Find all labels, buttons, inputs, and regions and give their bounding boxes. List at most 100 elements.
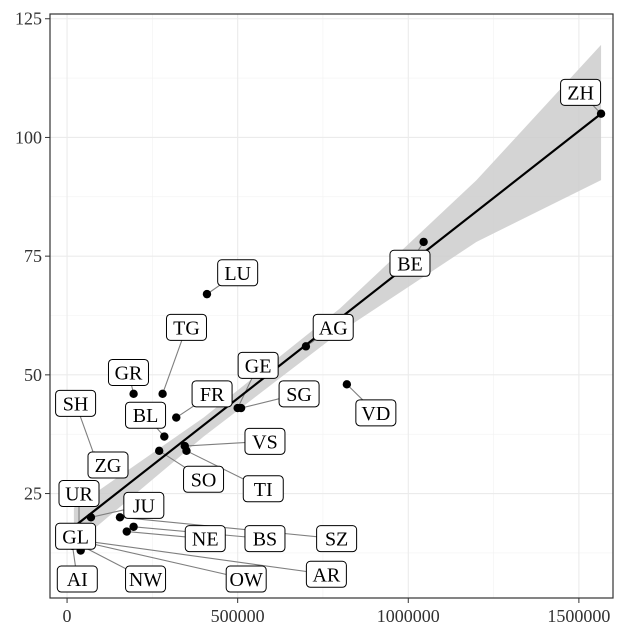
label-box <box>123 491 165 519</box>
y-tick-label: 100 <box>15 127 42 147</box>
label-box <box>305 560 347 588</box>
label-text: TI <box>254 479 273 501</box>
data-point-ju <box>86 513 96 522</box>
point-label-nw: NW <box>125 565 167 593</box>
label-box <box>87 451 129 479</box>
data-point-ne <box>122 527 131 536</box>
label-box <box>316 525 358 553</box>
label-box <box>355 399 397 427</box>
label-box <box>125 401 167 429</box>
leader-line-ow <box>79 540 247 580</box>
label-text: VS <box>252 431 278 453</box>
label-box <box>125 565 167 593</box>
label-text: VD <box>361 403 390 425</box>
y-tick-label: 50 <box>24 365 42 385</box>
point-label-ur: UR <box>58 480 100 508</box>
label-text: SO <box>191 469 217 491</box>
x-tick-label: 1000000 <box>377 606 440 626</box>
label-box <box>165 313 207 341</box>
label-text: LU <box>224 263 251 285</box>
data-point-fr <box>172 413 181 422</box>
label-text: TG <box>173 317 200 339</box>
point-label-zg: ZG <box>87 451 129 479</box>
label-text: NE <box>192 529 219 551</box>
label-text: FR <box>200 384 225 406</box>
data-point-bs <box>129 522 138 531</box>
label-box <box>183 465 225 493</box>
label-box <box>56 565 98 593</box>
point-label-gr: GR <box>107 358 149 386</box>
label-box <box>312 313 354 341</box>
point-label-tg: TG <box>165 313 207 341</box>
label-box <box>55 389 97 417</box>
label-box <box>244 427 286 455</box>
label-box <box>58 480 100 508</box>
point-label-bs: BS <box>244 525 286 553</box>
label-text: BE <box>397 253 423 275</box>
point-label-fr: FR <box>191 380 233 408</box>
data-point-gr <box>129 389 138 399</box>
label-text: AI <box>67 569 88 591</box>
point-label-vd: VD <box>355 399 397 427</box>
label-text: SH <box>63 393 89 415</box>
label-text: NW <box>129 569 162 591</box>
confidence-band <box>73 44 602 546</box>
data-point-sz <box>115 513 125 522</box>
label-box <box>55 522 97 550</box>
label-box <box>217 259 259 287</box>
label-text: SG <box>286 384 312 406</box>
label-box <box>107 358 149 386</box>
label-box <box>184 525 226 553</box>
y-tick-label: 75 <box>24 246 42 266</box>
point-label-lu: LU <box>217 259 259 287</box>
label-text: OW <box>230 569 263 591</box>
point-label-ju: JU <box>123 491 165 519</box>
label-box <box>191 380 233 408</box>
point-label-sz: SZ <box>316 525 358 553</box>
data-point-be <box>419 237 428 247</box>
y-tick-label: 125 <box>15 9 42 29</box>
x-tick-label: 0 <box>63 606 72 626</box>
point-label-gl: GL <box>55 522 97 550</box>
data-point-ag <box>301 342 311 351</box>
point-label-ow: OW <box>225 565 267 593</box>
label-text: BL <box>133 405 159 427</box>
data-point-vd <box>342 380 352 389</box>
label-text: GE <box>245 355 272 377</box>
data-point-tg <box>158 389 167 399</box>
data-point-sg <box>236 403 246 413</box>
label-box <box>225 565 267 593</box>
point-label-ai: AI <box>56 565 98 593</box>
label-text: GR <box>115 362 143 384</box>
label-text: ZG <box>95 455 122 477</box>
x-tick-label: 500000 <box>211 606 265 626</box>
point-label-ar: AR <box>305 560 347 588</box>
point-label-sh: SH <box>55 389 97 417</box>
label-box <box>237 351 279 379</box>
label-text: ZH <box>567 82 594 104</box>
label-box <box>244 525 286 553</box>
point-label-vs: VS <box>244 427 286 455</box>
point-label-zh: ZH <box>560 78 602 106</box>
y-tick-label: 25 <box>24 484 42 504</box>
data-point-zh <box>596 109 606 118</box>
point-label-ti: TI <box>242 475 284 503</box>
point-label-be: BE <box>389 249 431 277</box>
label-box <box>560 78 602 106</box>
panel-border <box>49 13 614 599</box>
label-box <box>242 475 284 503</box>
point-label-bl: BL <box>125 401 167 429</box>
x-tick-label: 1500000 <box>547 606 610 626</box>
data-point-bl <box>160 432 169 441</box>
label-box <box>278 380 320 408</box>
label-text: JU <box>133 495 156 517</box>
data-point-so <box>154 446 164 456</box>
label-box <box>389 249 431 277</box>
label-text: BS <box>253 529 277 551</box>
label-text: SZ <box>325 529 348 551</box>
data-point-ti <box>182 446 191 456</box>
label-text: UR <box>65 484 93 506</box>
data-point-lu <box>202 289 212 299</box>
point-label-ne: NE <box>184 525 226 553</box>
